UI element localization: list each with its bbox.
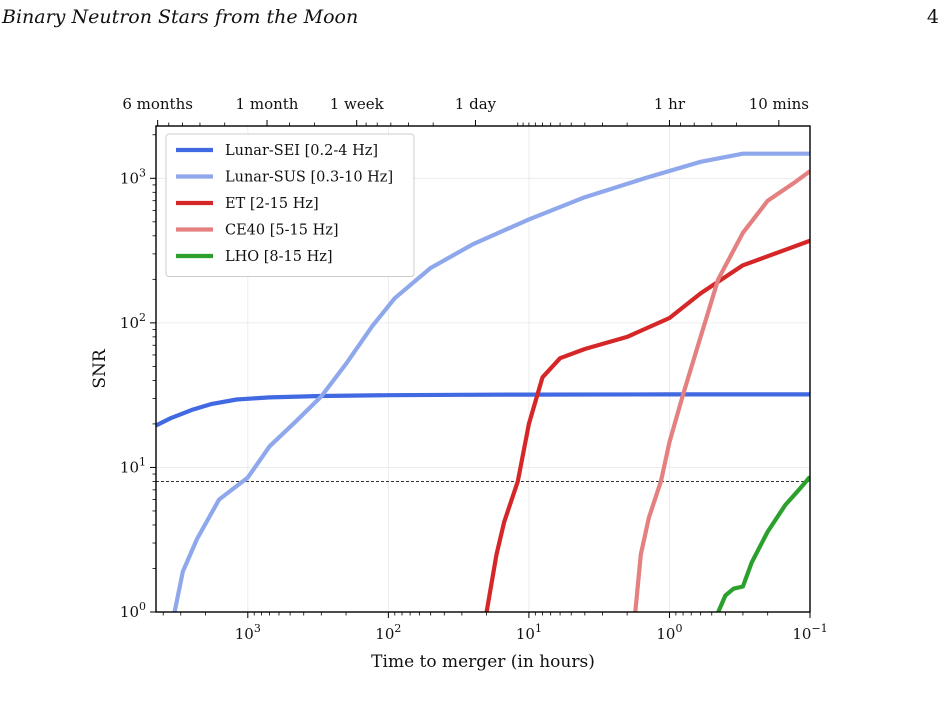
y-tick-label: 103 — [120, 166, 146, 187]
legend-label: CE40 [5-15 Hz] — [225, 223, 339, 239]
legend-box — [165, 133, 415, 277]
page-header: Binary Neutron Stars from the Moon 4 — [0, 0, 947, 50]
y-axis-label: SNR — [90, 348, 110, 389]
legend-label: Lunar-SUS [0.3-10 Hz] — [225, 170, 393, 186]
x-tick-label: 102 — [375, 622, 401, 643]
y-tick-label: 100 — [120, 600, 146, 621]
top-tick-label: 1 month — [236, 95, 299, 113]
y-tick-label: 102 — [120, 311, 146, 332]
x-tick-label: 10−1 — [792, 622, 827, 643]
top-axis: 6 months 1 month 1 week 1 day 1 hr 10 mins — [122, 95, 809, 126]
x-axis-label: Time to merger (in hours) — [371, 652, 595, 672]
x-tick-label: 100 — [656, 622, 682, 643]
legend: Lunar-SEI [0.2-4 Hz] Lunar-SUS [0.3-10 Hz… — [165, 133, 415, 277]
series-line-2 — [484, 238, 810, 612]
legend-label: LHO [8-15 Hz] — [225, 249, 333, 265]
plot-frame — [155, 125, 811, 613]
x-axis: 103 102 101 100 10−1 — [162, 612, 828, 643]
top-tick-label: 1 week — [330, 95, 385, 113]
y-axis: 100 101 102 103 — [120, 134, 156, 621]
running-title: Binary Neutron Stars from the Moon — [2, 6, 359, 28]
top-tick-label: 10 mins — [749, 95, 809, 113]
y-tick-label: 101 — [120, 455, 146, 476]
top-tick-label: 1 hr — [654, 95, 686, 113]
series-line-0 — [156, 392, 810, 428]
top-tick-label: 6 months — [122, 95, 193, 113]
x-tick-label: 103 — [235, 622, 261, 643]
series-line-4 — [716, 475, 810, 612]
legend-label: ET [2-15 Hz] — [225, 196, 319, 212]
legend-label: Lunar-SEI [0.2-4 Hz] — [225, 143, 378, 159]
series-group — [156, 151, 810, 612]
page-number: 4 — [926, 6, 939, 28]
x-tick-label: 101 — [516, 622, 542, 643]
top-tick-label: 1 day — [455, 95, 497, 113]
series-line-3 — [633, 169, 810, 612]
series-line-1 — [172, 151, 810, 612]
